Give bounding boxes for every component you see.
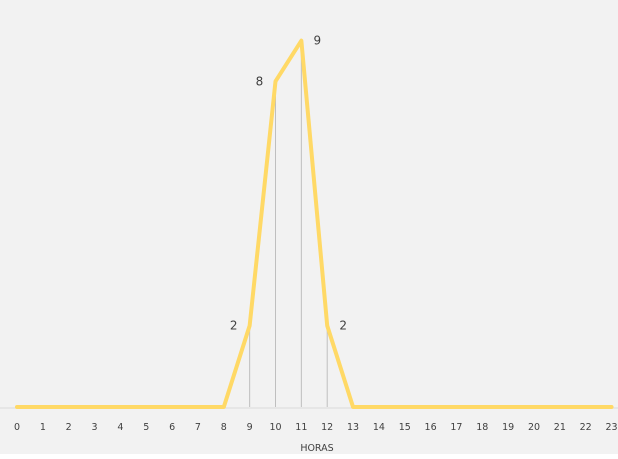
x-tick-label: 6	[169, 422, 175, 433]
x-tick-label: 23	[606, 422, 618, 433]
x-tick-label: 2	[66, 422, 72, 433]
x-tick-label: 3	[92, 422, 98, 433]
x-tick-label: 14	[373, 422, 385, 433]
x-tick-labels: 0 1 2 3 4 5 6 7 8 9 10 11 12 13 14 15 16 17 18 19 20 21 22 23	[14, 422, 618, 433]
data-labels: 2 8 9 2	[230, 34, 347, 333]
data-label: 2	[339, 319, 347, 333]
x-tick-label: 0	[14, 422, 20, 433]
x-tick-label: 11	[295, 422, 307, 433]
x-axis-title: HORAS	[300, 443, 333, 454]
x-tick-label: 22	[580, 422, 592, 433]
x-tick-label: 17	[450, 422, 462, 433]
x-tick-label: 19	[502, 422, 514, 433]
series-polyline	[15, 38, 614, 409]
x-tick-label: 10	[269, 422, 281, 433]
drop-lines	[249, 40, 328, 407]
x-tick-label: 4	[117, 422, 123, 433]
x-tick-label: 9	[247, 422, 253, 433]
data-label: 8	[256, 74, 264, 88]
x-tick-label: 13	[347, 422, 359, 433]
x-tick-label: 15	[399, 422, 411, 433]
x-tick-label: 8	[221, 422, 227, 433]
x-tick-label: 12	[321, 422, 333, 433]
x-tick-label: 5	[143, 422, 149, 433]
data-label: 2	[230, 319, 238, 333]
x-tick-label: 21	[554, 422, 566, 433]
x-tick-label: 1	[40, 422, 46, 433]
x-tick-label: 7	[195, 422, 201, 433]
x-tick-label: 18	[476, 422, 488, 433]
x-tick-label: 16	[425, 422, 437, 433]
series-line	[15, 38, 614, 409]
x-tick-label: 20	[528, 422, 540, 433]
data-label: 9	[314, 34, 322, 48]
